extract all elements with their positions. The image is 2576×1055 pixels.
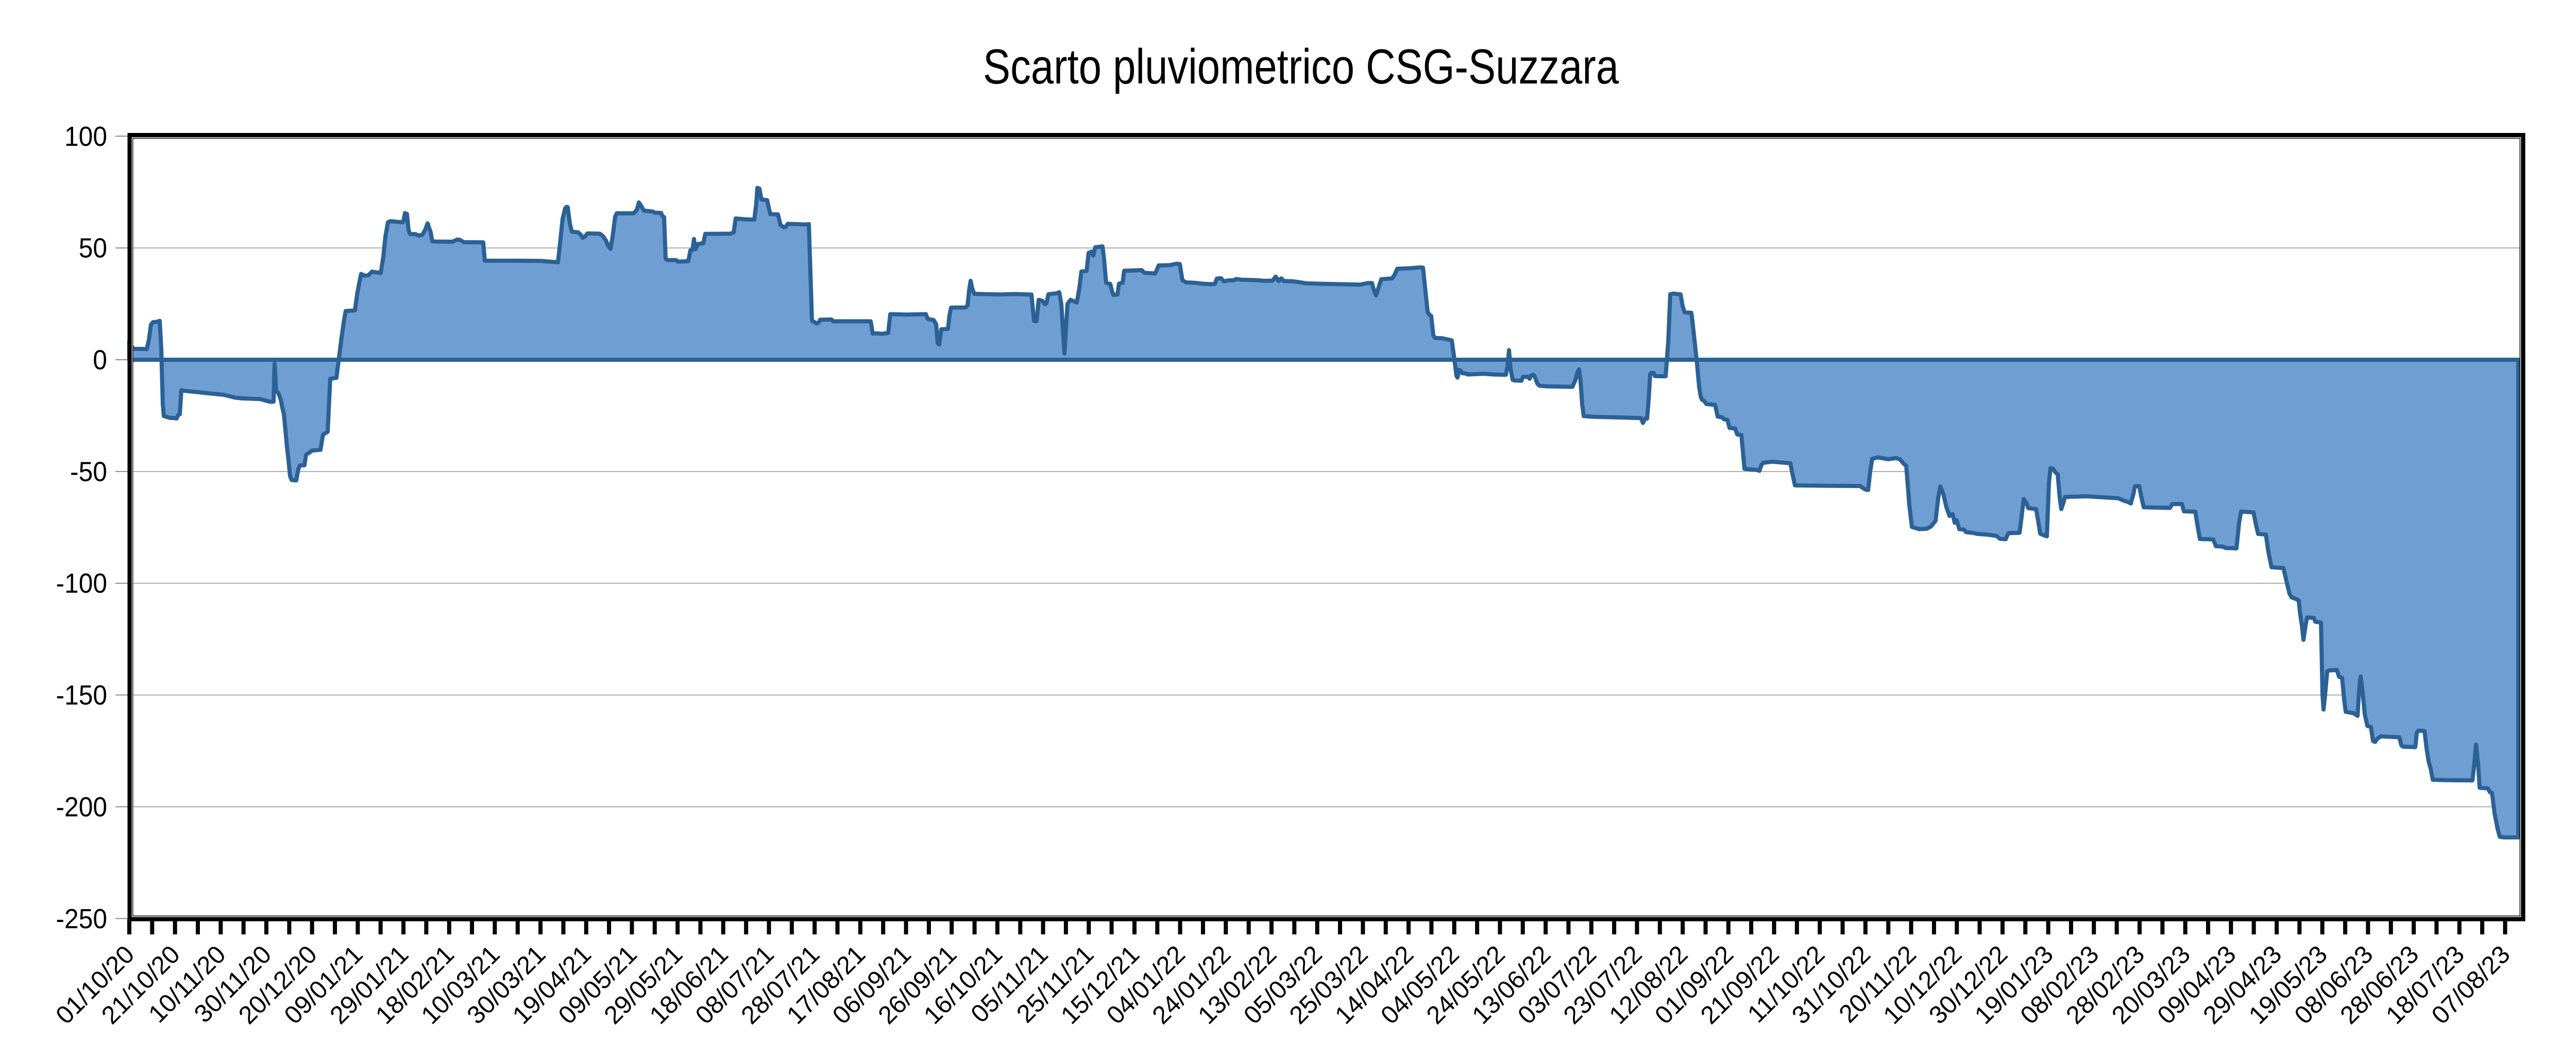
svg-text:100: 100	[64, 122, 107, 152]
svg-text:-250: -250	[56, 904, 108, 934]
svg-text:0: 0	[93, 345, 107, 376]
svg-text:-100: -100	[56, 568, 108, 599]
svg-text:50: 50	[79, 233, 107, 264]
svg-text:-50: -50	[70, 457, 107, 487]
svg-text:-200: -200	[56, 792, 108, 823]
svg-text:-150: -150	[56, 680, 108, 711]
svg-text:Scarto pluviometrico CSG-Suzza: Scarto pluviometrico CSG-Suzzara	[983, 39, 1619, 94]
